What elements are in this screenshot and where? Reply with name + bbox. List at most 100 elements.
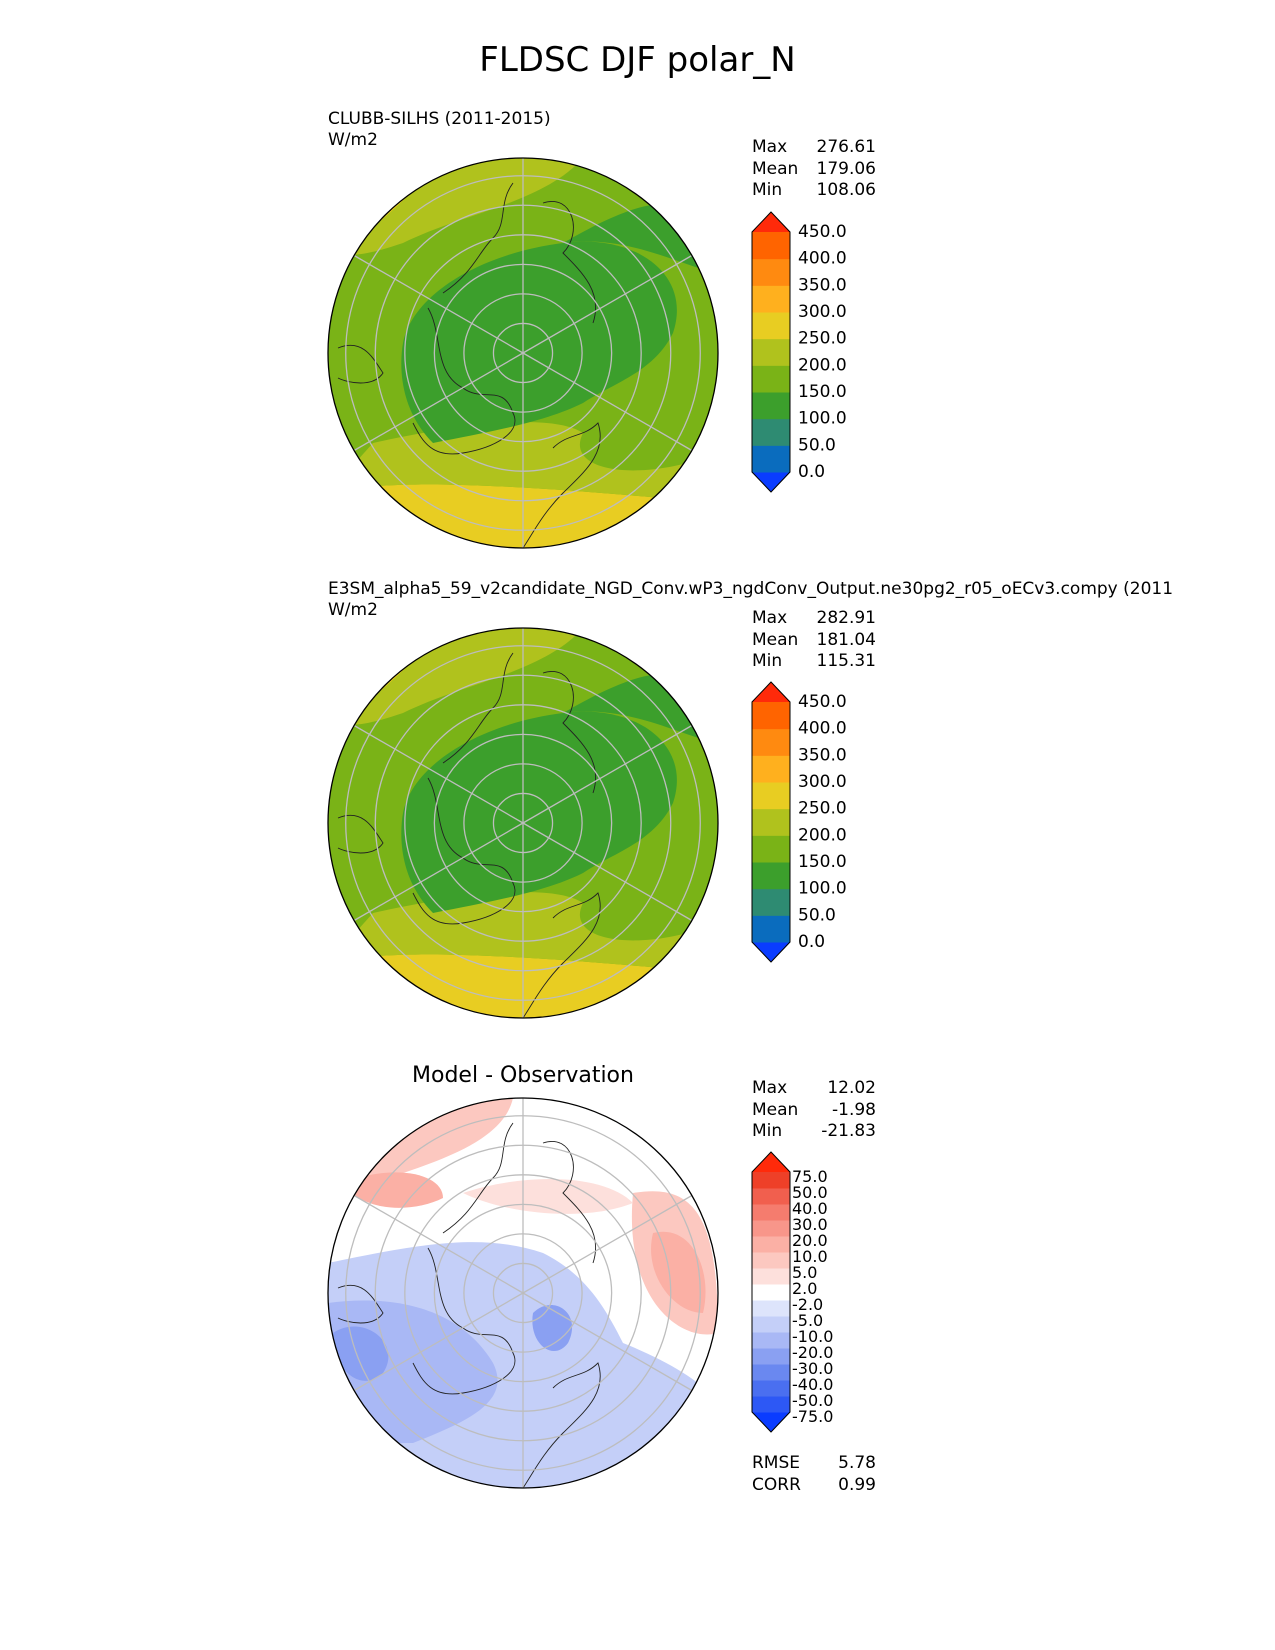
colorbar-tick-label: 100.0 xyxy=(798,409,847,429)
colorbar-swatch xyxy=(752,445,790,473)
mean-value: 179.06 xyxy=(816,158,876,179)
colorbar-tick-label: 250.0 xyxy=(798,799,847,819)
colorbar-swatch xyxy=(752,1204,790,1221)
field-anomaly-6 xyxy=(343,1172,443,1208)
colorbar-tick-label: -40.0 xyxy=(792,1375,833,1394)
rmse-label: RMSE xyxy=(752,1453,801,1473)
coastline-1 xyxy=(442,182,514,294)
colorbar-tick-label: 50.0 xyxy=(798,905,836,925)
map-field xyxy=(328,158,718,548)
colorbar-tick-label: 250.0 xyxy=(798,329,847,349)
colorbar-tick-label: 450.0 xyxy=(798,692,847,712)
colorbar-tick-label: 40.0 xyxy=(792,1199,828,1218)
colorbar-3: -75.0-50.0-40.0-30.0-20.0-10.0-5.0-2.02.… xyxy=(751,1151,833,1433)
colorbar-tick-label: 30.0 xyxy=(792,1215,828,1234)
coastline-0 xyxy=(412,307,516,455)
colorbar-swatch xyxy=(752,1172,790,1189)
mean-label: Mean xyxy=(752,629,799,650)
corr-label: CORR xyxy=(752,1474,801,1495)
colorbar-extend-max xyxy=(752,1152,790,1172)
colorbar-tick-label: -2.0 xyxy=(792,1295,823,1314)
colorbar-tick-label: 10.0 xyxy=(792,1247,828,1266)
colorbar-swatch xyxy=(752,755,790,783)
max-value: 12.02 xyxy=(827,1078,876,1098)
rmse-value: 5.78 xyxy=(838,1453,876,1473)
colorbar-tick-label: 450.0 xyxy=(798,222,847,242)
colorbar-tick-label: -20.0 xyxy=(792,1343,833,1362)
min-label: Min xyxy=(752,651,783,671)
coastline-4 xyxy=(337,344,384,384)
coastline-2 xyxy=(522,422,601,548)
panel-1-units: W/m2 xyxy=(328,130,378,150)
colorbar-swatch xyxy=(752,835,790,863)
coastline-4 xyxy=(337,1284,384,1324)
field-anomaly-3 xyxy=(532,1304,573,1352)
colorbar-swatch xyxy=(752,1300,790,1317)
meridian-line xyxy=(522,822,693,922)
meridian-line xyxy=(522,352,693,452)
max-label: Max xyxy=(752,608,788,628)
coastline-3 xyxy=(542,1141,597,1264)
meridian-line xyxy=(522,254,693,354)
max-value: 276.61 xyxy=(816,137,876,157)
colorbar-extend-min xyxy=(752,942,790,962)
colorbar-outline xyxy=(751,211,791,493)
coastline-0 xyxy=(412,777,516,925)
colorbar-swatch xyxy=(752,888,790,916)
colorbar-extend-min xyxy=(752,1412,790,1432)
min-value: 108.06 xyxy=(816,180,876,200)
meridian-line xyxy=(522,724,693,824)
meridian-line xyxy=(353,254,524,354)
colorbar-tick-label: 100.0 xyxy=(798,879,847,899)
colorbar-tick-label: 350.0 xyxy=(798,275,847,295)
panel-2-units: W/m2 xyxy=(328,600,378,620)
colorbar-swatch xyxy=(752,862,790,890)
panel-1-stats: Max 276.61 Mean 179.06 Min 108.06 xyxy=(752,137,876,202)
panel-2-stats: Max 282.91 Mean 181.04 Min 115.31 xyxy=(752,608,876,673)
colorbar-tick-label: -5.0 xyxy=(792,1311,823,1330)
meridian-line xyxy=(353,1292,524,1392)
colorbar-swatch xyxy=(752,285,790,313)
field-anomaly-2 xyxy=(333,1326,389,1381)
colorbar-tick-label: 400.0 xyxy=(798,249,847,269)
colorbar-swatch xyxy=(752,1188,790,1205)
panel-3-title: Model - Observation xyxy=(412,1063,634,1088)
map-boundary xyxy=(327,157,719,549)
colorbar-swatch xyxy=(752,1348,790,1365)
colorbar-tick-label: 50.0 xyxy=(798,435,836,455)
field-low-center xyxy=(401,711,677,913)
colorbar-tick-label: -50.0 xyxy=(792,1391,833,1410)
colorbar-tick-label: -10.0 xyxy=(792,1327,833,1346)
colorbar-swatch xyxy=(752,418,790,446)
colorbar-swatch xyxy=(752,702,790,730)
panel-2-title: E3SM_alpha5_59_v2candidate_NGD_Conv.wP3_… xyxy=(328,579,1174,599)
colorbar-swatch xyxy=(752,1396,790,1413)
polar-map-2 xyxy=(327,627,719,1019)
colorbar-swatch xyxy=(752,1380,790,1397)
meridian-line xyxy=(353,724,524,824)
colorbar-swatch xyxy=(752,1316,790,1333)
colorbar-swatch xyxy=(752,392,790,420)
min-label: Min xyxy=(752,180,783,200)
min-value: -21.83 xyxy=(821,1121,876,1141)
colorbar-swatch xyxy=(752,728,790,756)
coastline-3 xyxy=(542,671,597,794)
colorbar-tick-label: -75.0 xyxy=(792,1407,833,1426)
colorbar-swatch xyxy=(752,915,790,943)
colorbar-swatch xyxy=(752,1236,790,1253)
colorbar-swatch xyxy=(752,1284,790,1301)
colorbar-swatch xyxy=(752,782,790,810)
map-field xyxy=(328,628,718,1018)
meridian-line xyxy=(353,1194,524,1294)
min-value: 115.31 xyxy=(816,651,876,671)
colorbar-tick-label: 300.0 xyxy=(798,772,847,792)
colorbar-outline xyxy=(751,1151,791,1433)
colorbar-swatch xyxy=(752,1220,790,1237)
coastline-0 xyxy=(412,1247,516,1395)
colorbar-swatch xyxy=(752,1268,790,1285)
colorbar-tick-label: 150.0 xyxy=(798,382,847,402)
meridian-line xyxy=(522,1292,693,1392)
panel-1-title: CLUBB-SILHS (2011-2015) xyxy=(328,109,551,129)
colorbar-tick-label: 150.0 xyxy=(798,852,847,872)
